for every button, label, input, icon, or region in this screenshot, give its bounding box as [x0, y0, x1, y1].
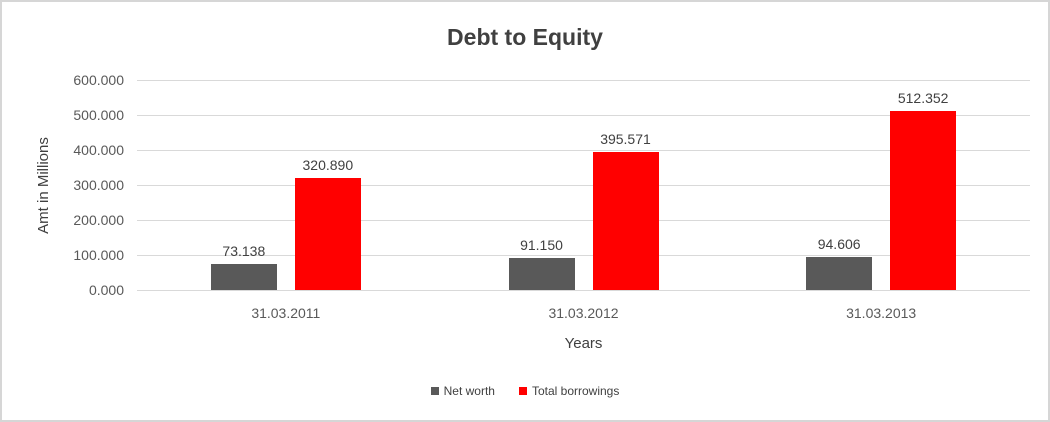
- legend-label: Total borrowings: [531, 384, 620, 398]
- y-tick-label: 600.000: [73, 72, 124, 88]
- bar-series-1-cat-2: [890, 111, 957, 290]
- chart-title: Debt to Equity: [447, 24, 603, 50]
- gridline: [137, 290, 1030, 291]
- x-tick-label: 31.03.2012: [548, 305, 619, 321]
- y-tick-label: 100.000: [73, 247, 124, 263]
- gridline: [137, 150, 1030, 151]
- bar-series-0-cat-0: [210, 264, 277, 290]
- y-tick-label: 0.000: [88, 282, 124, 298]
- data-label: 395.571: [600, 131, 651, 147]
- x-tick-label: 31.03.2013: [846, 305, 917, 321]
- data-label: 320.890: [302, 157, 354, 173]
- y-tick-label: 300.000: [73, 177, 124, 193]
- legend-marker-icon: [518, 387, 527, 395]
- y-axis-ticks: 0.000 100.000 200.000 300.000 400.000 500.000…: [2, 72, 124, 298]
- legend-item-1: Total borrowings: [518, 384, 620, 398]
- legend-label: Net worth: [443, 384, 495, 398]
- x-axis-title: Years: [564, 335, 603, 352]
- gridline: [137, 80, 1030, 81]
- y-tick-label: 500.000: [73, 107, 124, 123]
- gridline: [137, 185, 1030, 186]
- data-label: 94.606: [817, 236, 861, 252]
- gridline: [137, 220, 1030, 221]
- bar-series-1-cat-0: [294, 178, 361, 290]
- x-tick-label: 31.03.2011: [251, 305, 321, 321]
- y-tick-label: 400.000: [73, 142, 124, 158]
- data-label: 73.138: [222, 243, 266, 259]
- legend-item-0: Net worth: [430, 384, 495, 398]
- bar-series-1-cat-1: [592, 152, 659, 290]
- x-axis-ticks: 31.03.2011 31.03.2012 31.03.2013: [137, 305, 1030, 323]
- gridline: [137, 115, 1030, 116]
- gridline: [137, 255, 1030, 256]
- bar-series-0-cat-1: [508, 258, 575, 290]
- data-label: 512.352: [897, 90, 949, 106]
- legend-marker-icon: [430, 387, 439, 395]
- y-tick-label: 200.000: [73, 212, 124, 228]
- bar-series-0-cat-2: [806, 257, 873, 290]
- plot-area: 73.138 320.890 91.150 395.571 94.606 512.352: [137, 80, 1030, 291]
- legend: Net worth Total borrowings: [2, 384, 1048, 398]
- data-label: 91.150: [520, 237, 563, 253]
